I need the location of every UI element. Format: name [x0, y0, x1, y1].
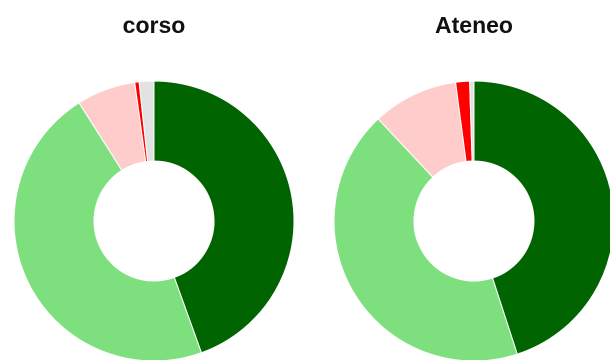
donut-slice-0-0 — [153, 80, 295, 354]
donut-corso — [13, 80, 295, 360]
donut-ateneo — [333, 80, 610, 360]
donut-slice-1-0 — [473, 80, 610, 355]
donut-slice-0-1 — [13, 102, 203, 360]
donut-slice-1-1 — [333, 118, 518, 360]
donut-slice-0-4 — [138, 80, 155, 162]
chart-title-ateneo: Ateneo — [435, 12, 513, 38]
donut-slice-1-4 — [469, 80, 475, 162]
chart-title-corso: corso — [122, 12, 186, 38]
